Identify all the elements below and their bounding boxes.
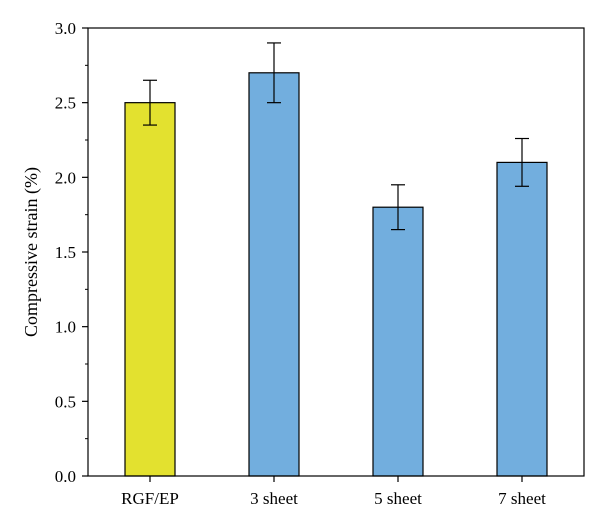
y-tick-label: 0.0	[55, 467, 76, 486]
y-tick-label: 2.0	[55, 168, 76, 187]
x-tick-label: 3 sheet	[250, 489, 298, 508]
error-bars	[143, 42, 529, 231]
bar	[248, 72, 300, 477]
bar	[372, 206, 424, 477]
y-tick-label: 1.5	[55, 243, 76, 262]
bar	[124, 102, 176, 477]
y-axis: 0.0 0.5 1.0 1.5 2.0 2.5 3.0	[55, 19, 88, 486]
y-tick-label: 1.0	[55, 318, 76, 337]
x-tick-label: 5 sheet	[374, 489, 422, 508]
x-tick-label: 7 sheet	[498, 489, 546, 508]
bars	[124, 72, 548, 477]
y-tick-label: 2.5	[55, 94, 76, 113]
x-axis: RGF/EP 3 sheet 5 sheet 7 sheet	[121, 476, 546, 508]
y-tick-label: 3.0	[55, 19, 76, 38]
x-tick-label: RGF/EP	[121, 489, 179, 508]
bar	[496, 161, 548, 477]
y-tick-label: 0.5	[55, 392, 76, 411]
y-axis-title: Compressive strain (%)	[21, 167, 42, 337]
